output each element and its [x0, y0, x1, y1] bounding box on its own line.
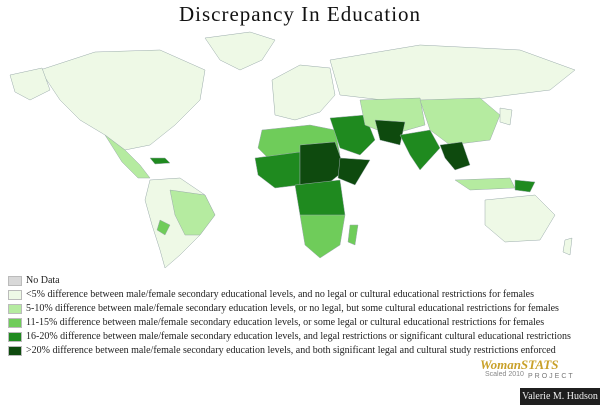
world-map	[9, 31, 576, 269]
legend-label: 16-20% difference between male/female se…	[26, 331, 571, 342]
region-mexico	[104, 134, 151, 179]
legend-swatch	[8, 276, 22, 286]
region-north-america	[39, 49, 206, 151]
region-horn-of-africa	[337, 157, 371, 186]
legend-swatch	[8, 290, 22, 300]
legend-label: No Data	[26, 275, 60, 286]
womanstats-logo: WomanSTATS PROJECT	[468, 354, 593, 388]
legend-swatch	[8, 304, 22, 314]
region-alaska	[9, 67, 51, 101]
region-southern-africa	[299, 214, 346, 259]
map-title: Discrepancy In Education	[178, 2, 422, 26]
region-southeast-asia	[439, 141, 471, 171]
region-australia	[484, 194, 556, 243]
legend-label: <5% difference between male/female secon…	[26, 289, 535, 300]
logo-main: WomanSTATS	[480, 357, 559, 372]
region-india	[399, 129, 441, 171]
legend-swatch	[8, 318, 22, 328]
region-russia	[329, 44, 576, 103]
region-middle-east	[329, 114, 376, 156]
region-bolivia	[156, 219, 171, 236]
author-credit: Valerie M. Hudson	[520, 388, 600, 405]
region-greenland	[204, 31, 276, 71]
region-indonesia	[454, 177, 516, 191]
legend-swatch	[8, 346, 22, 356]
legend-label: 5-10% difference between male/female sec…	[26, 303, 559, 314]
region-brazil	[169, 189, 216, 236]
region-papua-new-guinea	[514, 179, 536, 193]
region-west-africa	[254, 151, 301, 189]
legend-label: >20% difference between male/female seco…	[26, 345, 556, 356]
legend-label: 11-15% difference between male/female se…	[26, 317, 545, 328]
region-europe	[271, 64, 336, 121]
region-korea-japan	[499, 107, 513, 126]
region-afghanistan-pakistan	[374, 119, 406, 146]
region-sahel	[299, 141, 346, 191]
region-caribbean	[149, 157, 171, 165]
logo-sub: PROJECT	[528, 373, 575, 380]
region-new-zealand	[562, 237, 573, 256]
region-china	[419, 97, 501, 146]
region-madagascar	[347, 224, 359, 246]
scaled-note: Scaled 2010	[485, 371, 524, 378]
legend-swatch	[8, 332, 22, 342]
